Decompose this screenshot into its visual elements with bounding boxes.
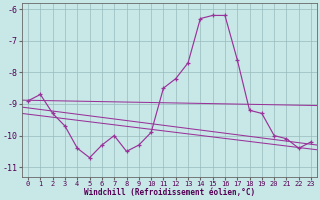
X-axis label: Windchill (Refroidissement éolien,°C): Windchill (Refroidissement éolien,°C) — [84, 188, 255, 197]
